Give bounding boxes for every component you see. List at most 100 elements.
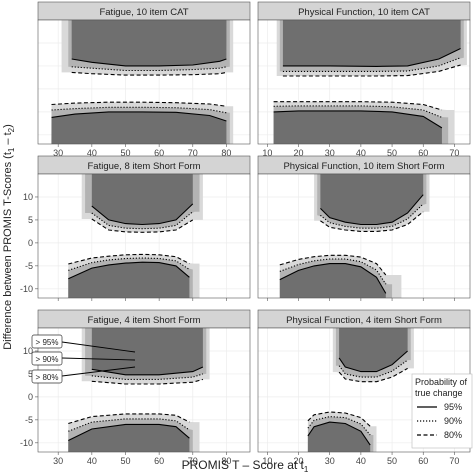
facet-title: Fatigue, 4 item Short Form: [88, 315, 201, 326]
y-axis-title-end: ): [2, 124, 14, 128]
line-80: [68, 253, 190, 265]
band-95: [273, 110, 442, 144]
line-95: [307, 421, 371, 446]
band-95: [51, 111, 227, 144]
line-95: [91, 203, 194, 226]
band-95: [282, 20, 461, 67]
callout-95-box: [31, 334, 63, 349]
x-tick-label: 20: [294, 456, 304, 466]
line-95: [68, 423, 190, 441]
y-tick-label: 0: [28, 392, 33, 402]
callout-80-box: [31, 369, 63, 384]
line-80: [68, 413, 190, 425]
x-tick-label: 40: [356, 148, 366, 158]
legend-title-line1: Probability of: [415, 377, 468, 387]
legend: Probability of true change 95% 90% 80%: [411, 373, 473, 449]
line-90: [51, 106, 227, 114]
legend-box: [411, 373, 473, 449]
line-95: [320, 194, 424, 226]
y-tick-label: 5: [28, 369, 33, 379]
y-tick-label: 0: [28, 238, 33, 248]
facet-title: Physical Function, 10 item CAT: [298, 7, 430, 18]
x-tick-label: 60: [154, 456, 164, 466]
x-tick-label: 50: [120, 456, 130, 466]
panel-border: [37, 173, 251, 299]
x-axis-title-main: PROMIS T – Score at t: [182, 458, 305, 472]
legend-label-95: 95%: [444, 402, 462, 412]
legend-label-80: 80%: [444, 430, 462, 440]
legend-label-90: 90%: [444, 416, 462, 426]
line-90: [338, 359, 408, 378]
line-90: [282, 57, 461, 72]
x-tick-label: 70: [188, 148, 198, 158]
callout-90-box: [31, 351, 63, 366]
y-tick-label: -10: [20, 284, 33, 294]
x-tick-label: 40: [87, 456, 97, 466]
band-95: [91, 174, 193, 225]
x-tick-label: 60: [154, 148, 164, 158]
line-95: [273, 110, 443, 129]
y-axis-title-sub1: 1: [7, 147, 16, 152]
panel-border: [37, 327, 251, 453]
x-tick-label: 30: [53, 148, 63, 158]
facet-panel: Fatigue, 8 item Short Form -10 -5 0 5 10: [20, 155, 251, 301]
y-tick-label: -10: [20, 438, 33, 448]
band-95: [68, 424, 190, 452]
line-80: [71, 71, 227, 76]
x-tick-label: 70: [449, 456, 459, 466]
y-axis-title: Difference between PROMIS T-Scores (t1 –…: [2, 124, 16, 350]
line-95: [71, 58, 227, 67]
x-tick-label: 40: [356, 456, 366, 466]
line-80: [91, 378, 204, 385]
x-tick-label: 10: [262, 148, 272, 158]
y-axis-title-mid: – t: [2, 132, 14, 147]
facet-title: Physical Function, 4 item Short Form: [286, 315, 442, 326]
line-95: [282, 48, 461, 67]
line-90: [307, 416, 371, 436]
x-tick-label: 30: [325, 148, 335, 158]
x-tick-label: 30: [325, 456, 335, 466]
line-80: [51, 101, 227, 107]
y-tick-label: 5: [28, 215, 33, 225]
band-95: [307, 422, 371, 452]
line-80: [91, 218, 194, 233]
facet-panel: Physical Function, 10 item CAT 10 20 30 40 50…: [257, 1, 471, 158]
band-95: [279, 263, 386, 298]
x-tick-label: 70: [188, 456, 198, 466]
panel-border: [257, 173, 471, 299]
line-90: [273, 105, 443, 118]
facet-panel: Fatigue, 10 item CAT 30 40 50 60 70 80: [37, 1, 251, 158]
line-95: [91, 366, 204, 376]
x-tick-label: 10: [262, 456, 272, 466]
x-tick-label: 40: [87, 148, 97, 158]
line-80: [320, 211, 424, 232]
y-tick-label: 10: [23, 346, 33, 356]
callout-80-label: > 80%: [36, 373, 59, 382]
x-tick-label: 50: [387, 456, 397, 466]
line-95: [68, 261, 190, 280]
facet-title: Fatigue, 8 item Short Form: [88, 161, 201, 172]
callout-95-label: > 95%: [36, 338, 59, 347]
line-90: [91, 211, 194, 230]
line-90: [68, 257, 190, 271]
y-tick-label: -5: [25, 261, 33, 271]
line-80: [279, 254, 387, 276]
x-tick-label: 50: [387, 148, 397, 158]
line-80: [338, 367, 408, 383]
facet-title: Fatigue, 10 item CAT: [99, 7, 188, 18]
band-95: [339, 328, 408, 372]
x-tick-label: 20: [294, 148, 304, 158]
line-80: [282, 64, 461, 77]
callout-90-label: > 90%: [36, 355, 59, 364]
x-tick-label: 60: [418, 148, 428, 158]
facet-title: Physical Function, 10 item Short Form: [283, 161, 444, 172]
line-90: [320, 203, 424, 229]
x-tick-label: 30: [53, 456, 63, 466]
y-tick-label: -5: [25, 415, 33, 425]
line-95: [51, 111, 227, 122]
legend-title-line2: true change: [415, 388, 463, 398]
x-tick-label: 80: [221, 148, 231, 158]
